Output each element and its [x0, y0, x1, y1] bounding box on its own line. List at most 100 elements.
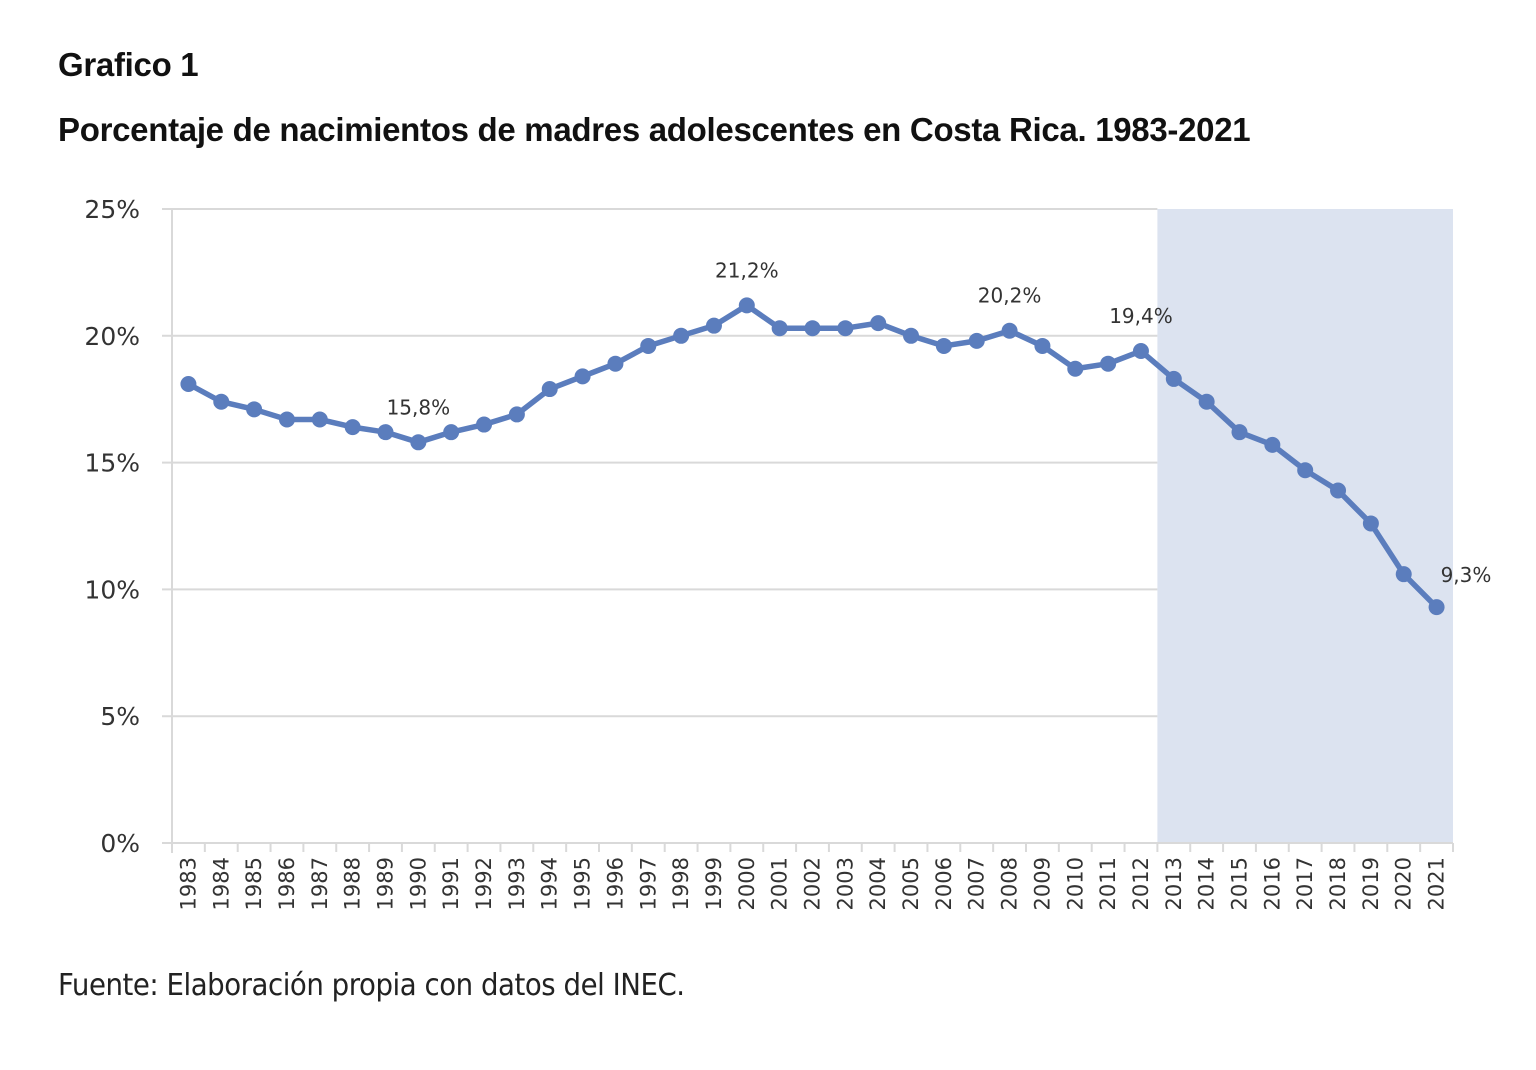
data-label: 20,2%: [978, 284, 1042, 308]
x-tick-label: 2019: [1359, 857, 1383, 910]
data-point: [1297, 462, 1314, 479]
x-tick-label: 2020: [1392, 857, 1416, 910]
x-tick-label: 1996: [603, 857, 627, 910]
data-point: [1231, 424, 1248, 441]
data-point: [1428, 599, 1445, 616]
data-point: [1198, 393, 1215, 410]
chart-title: Porcentaje de nacimientos de madres adol…: [58, 111, 1251, 148]
x-tick-labels: 1983 1984 1985 1986 1987 1988 1989 1990 1991 1992…: [176, 857, 1448, 910]
data-point: [574, 368, 591, 385]
x-tick-label: 1993: [505, 857, 529, 910]
highlight-band-layer: [1157, 209, 1453, 843]
x-tick-label: 2008: [998, 857, 1022, 910]
data-point: [344, 419, 361, 436]
x-tick-label: 2011: [1096, 857, 1120, 910]
data-point: [968, 332, 985, 349]
x-tick-label: 2016: [1260, 857, 1284, 910]
x-tick-label: 2015: [1228, 857, 1252, 910]
data-label: 9,3%: [1441, 563, 1492, 587]
data-point: [410, 434, 427, 451]
x-tick-label: 2009: [1030, 857, 1054, 910]
y-tick-label: 0%: [100, 829, 140, 858]
x-tick-label: 2005: [899, 857, 923, 910]
axes: [162, 209, 1454, 853]
x-tick-label: 1998: [669, 857, 693, 910]
x-tick-label: 1985: [242, 857, 266, 910]
data-point: [771, 320, 788, 337]
data-point: [640, 337, 657, 354]
data-point: [870, 315, 887, 332]
y-tick-label: 15%: [84, 449, 140, 478]
data-point: [508, 406, 525, 423]
x-tick-label: 1995: [571, 857, 595, 910]
data-point: [804, 320, 821, 337]
x-tick-label: 2004: [866, 857, 890, 910]
data-point: [1001, 322, 1018, 339]
data-point: [935, 337, 952, 354]
x-tick-label: 1984: [209, 857, 233, 910]
data-point: [673, 327, 690, 344]
data-point: [1067, 360, 1084, 377]
data-point: [311, 411, 328, 428]
x-tick-label: 1999: [702, 857, 726, 910]
x-tick-label: 1988: [341, 857, 365, 910]
data-point: [738, 297, 755, 314]
data-point: [476, 416, 493, 433]
x-tick-label: 1992: [472, 857, 496, 910]
data-point: [1395, 566, 1412, 583]
x-tick-label: 1990: [406, 857, 430, 910]
y-tick-label: 25%: [84, 195, 140, 224]
y-tick-label: 5%: [100, 702, 140, 731]
data-point: [1330, 482, 1347, 499]
data-label: 21,2%: [715, 258, 779, 282]
x-tick-label: 2021: [1425, 857, 1449, 910]
data-point: [1264, 436, 1281, 453]
x-tick-label: 1983: [176, 857, 200, 910]
data-point: [541, 381, 558, 398]
data-point: [180, 375, 197, 392]
x-tick-label: 2017: [1293, 857, 1317, 910]
series-layer: [180, 297, 1445, 616]
data-point: [837, 320, 854, 337]
data-point: [1100, 355, 1117, 372]
data-point: [278, 411, 295, 428]
figure-label: Grafico 1: [58, 46, 199, 83]
data-labels: 15,8% 21,2% 20,2% 19,4% 9,3%: [387, 258, 1492, 587]
x-tick-label: 2000: [735, 857, 759, 910]
source-note: Fuente: Elaboración propia con datos del…: [58, 968, 685, 1003]
x-tick-label: 2014: [1195, 857, 1219, 910]
data-point: [705, 317, 722, 334]
data-point: [1034, 337, 1051, 354]
data-point: [246, 401, 263, 418]
data-point: [1165, 370, 1182, 387]
highlight-band: [1157, 209, 1453, 843]
y-tick-label: 10%: [84, 575, 140, 604]
y-tick-labels: 0% 5% 10% 15% 20% 25%: [84, 195, 140, 858]
data-point: [1132, 343, 1149, 360]
x-tick-label: 2012: [1129, 857, 1153, 910]
data-point: [213, 393, 230, 410]
x-tick-label: 1991: [439, 857, 463, 910]
x-tick-label: 2007: [965, 857, 989, 910]
data-point: [607, 355, 624, 372]
x-tick-label: 2010: [1063, 857, 1087, 910]
x-tick-label: 1997: [636, 857, 660, 910]
x-tick-label: 2003: [833, 857, 857, 910]
x-tick-label: 2001: [768, 857, 792, 910]
data-label: 19,4%: [1109, 304, 1173, 328]
data-label: 15,8%: [387, 395, 451, 419]
data-point: [377, 424, 394, 441]
x-tick-label: 2002: [801, 857, 825, 910]
x-tick-label: 2018: [1326, 857, 1350, 910]
x-tick-label: 2013: [1162, 857, 1186, 910]
x-tick-label: 1994: [538, 857, 562, 910]
x-tick-label: 2006: [932, 857, 956, 910]
data-point: [903, 327, 920, 344]
x-tick-label: 1989: [374, 857, 398, 910]
y-tick-label: 20%: [84, 322, 140, 351]
data-point: [443, 424, 460, 441]
x-tick-label: 1986: [275, 857, 299, 910]
data-point: [1362, 515, 1379, 532]
x-tick-label: 1987: [308, 857, 332, 910]
